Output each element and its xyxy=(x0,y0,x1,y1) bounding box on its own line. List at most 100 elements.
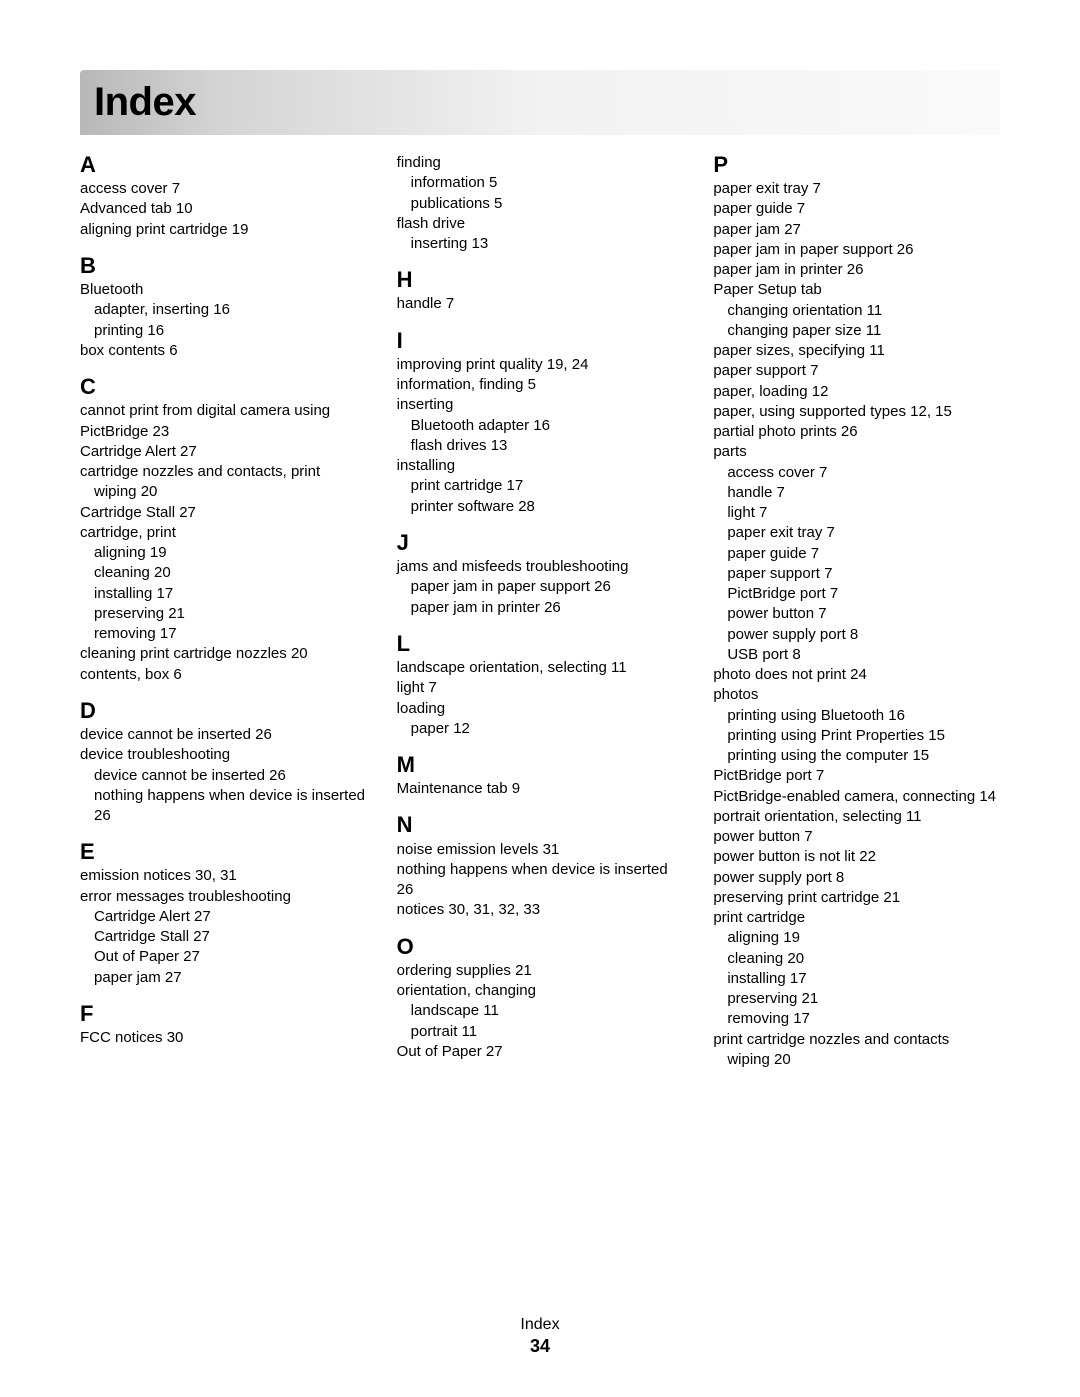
index-entry: printing 16 xyxy=(80,321,367,341)
index-entry: Cartridge Stall 27 xyxy=(80,927,367,947)
index-column: findinginformation 5publications 5flash … xyxy=(397,153,684,1084)
title-bar: Index xyxy=(80,70,1000,135)
index-entry: paper exit tray 7 xyxy=(713,523,1000,543)
index-entry: USB port 8 xyxy=(713,645,1000,665)
index-entry: print cartridge 17 xyxy=(397,476,684,496)
index-entry: cannot print from digital camera using P… xyxy=(80,401,367,442)
index-entry: paper support 7 xyxy=(713,361,1000,381)
index-entry: cartridge, print xyxy=(80,523,367,543)
index-entry: cleaning print cartridge nozzles 20 xyxy=(80,644,367,664)
index-entry: removing 17 xyxy=(80,624,367,644)
index-entry: paper jam in paper support 26 xyxy=(713,240,1000,260)
index-entry: device cannot be inserted 26 xyxy=(80,766,367,786)
index-entry: PictBridge port 7 xyxy=(713,584,1000,604)
index-section: Iimproving print quality 19, 24informati… xyxy=(397,329,684,517)
index-entry: installing 17 xyxy=(713,969,1000,989)
index-letter: H xyxy=(397,268,684,292)
index-entry: loading xyxy=(397,699,684,719)
index-entry: portrait orientation, selecting 11 xyxy=(713,807,1000,827)
index-entry: flash drives 13 xyxy=(397,436,684,456)
index-section: Aaccess cover 7Advanced tab 10aligning p… xyxy=(80,153,367,240)
index-letter: M xyxy=(397,753,684,777)
index-entry: Out of Paper 27 xyxy=(397,1042,684,1062)
index-entry: power button 7 xyxy=(713,827,1000,847)
index-entry: nothing happens when device is inserted … xyxy=(397,860,684,901)
index-section: findinginformation 5publications 5flash … xyxy=(397,153,684,254)
index-entry: paper, using supported types 12, 15 xyxy=(713,402,1000,422)
index-entry: Out of Paper 27 xyxy=(80,947,367,967)
index-entry: paper jam in printer 26 xyxy=(397,598,684,618)
index-entry: Cartridge Stall 27 xyxy=(80,503,367,523)
index-entry: notices 30, 31, 32, 33 xyxy=(397,900,684,920)
index-entry: power button is not lit 22 xyxy=(713,847,1000,867)
index-letter: A xyxy=(80,153,367,177)
index-letter: I xyxy=(397,329,684,353)
index-section: Ccannot print from digital camera using … xyxy=(80,375,367,685)
index-entry: flash drive xyxy=(397,214,684,234)
index-letter: L xyxy=(397,632,684,656)
index-entry: contents, box 6 xyxy=(80,665,367,685)
index-letter: J xyxy=(397,531,684,555)
index-entry: photos xyxy=(713,685,1000,705)
index-entry: PictBridge port 7 xyxy=(713,766,1000,786)
index-entry: aligning 19 xyxy=(713,928,1000,948)
index-entry: Maintenance tab 9 xyxy=(397,779,684,799)
index-section: FFCC notices 30 xyxy=(80,1002,367,1048)
index-entry: landscape orientation, selecting 11 xyxy=(397,658,684,678)
index-column: Aaccess cover 7Advanced tab 10aligning p… xyxy=(80,153,367,1084)
index-entry: power supply port 8 xyxy=(713,868,1000,888)
index-entry: orientation, changing xyxy=(397,981,684,1001)
index-letter: O xyxy=(397,935,684,959)
index-entry: print cartridge nozzles and contacts xyxy=(713,1030,1000,1050)
index-entry: jams and misfeeds troubleshooting xyxy=(397,557,684,577)
index-entry: power supply port 8 xyxy=(713,625,1000,645)
index-entry: information, finding 5 xyxy=(397,375,684,395)
index-entry: inserting xyxy=(397,395,684,415)
index-section: MMaintenance tab 9 xyxy=(397,753,684,799)
index-entry: handle 7 xyxy=(397,294,684,314)
index-section: Nnoise emission levels 31nothing happens… xyxy=(397,813,684,920)
index-entry: photo does not print 24 xyxy=(713,665,1000,685)
index-section: Llandscape orientation, selecting 11ligh… xyxy=(397,632,684,739)
index-section: Ddevice cannot be inserted 26device trou… xyxy=(80,699,367,826)
index-entry: landscape 11 xyxy=(397,1001,684,1021)
index-entry: printing using Print Properties 15 xyxy=(713,726,1000,746)
page-title: Index xyxy=(94,80,986,125)
index-entry: partial photo prints 26 xyxy=(713,422,1000,442)
index-section: Jjams and misfeeds troubleshooting paper … xyxy=(397,531,684,618)
index-entry: wiping 20 xyxy=(80,482,367,502)
index-letter: F xyxy=(80,1002,367,1026)
index-entry: printing using the computer 15 xyxy=(713,746,1000,766)
index-entry: Bluetooth adapter 16 xyxy=(397,416,684,436)
index-entry: Bluetooth xyxy=(80,280,367,300)
index-entry: paper jam 27 xyxy=(713,220,1000,240)
index-entry: cleaning 20 xyxy=(713,949,1000,969)
index-entry: paper jam 27 xyxy=(80,968,367,988)
index-entry: adapter, inserting 16 xyxy=(80,300,367,320)
index-entry: box contents 6 xyxy=(80,341,367,361)
index-entry: paper support 7 xyxy=(713,564,1000,584)
index-entry: paper 12 xyxy=(397,719,684,739)
index-entry: changing paper size 11 xyxy=(713,321,1000,341)
index-entry: PictBridge-enabled camera, connecting 14 xyxy=(713,787,1000,807)
index-entry: preserving print cartridge 21 xyxy=(713,888,1000,908)
index-entry: paper sizes, specifying 11 xyxy=(713,341,1000,361)
index-entry: finding xyxy=(397,153,684,173)
index-entry: Cartridge Alert 27 xyxy=(80,442,367,462)
index-entry: installing 17 xyxy=(80,584,367,604)
index-entry: light 7 xyxy=(397,678,684,698)
index-section: Ppaper exit tray 7paper guide 7paper jam… xyxy=(713,153,1000,1070)
index-entry: parts xyxy=(713,442,1000,462)
index-entry: handle 7 xyxy=(713,483,1000,503)
page-footer: Index 34 xyxy=(0,1316,1080,1357)
index-section: BBluetoothadapter, inserting 16printing … xyxy=(80,254,367,361)
index-entry: publications 5 xyxy=(397,194,684,214)
footer-label: Index xyxy=(0,1316,1080,1334)
index-entry: Cartridge Alert 27 xyxy=(80,907,367,927)
index-entry: print cartridge xyxy=(713,908,1000,928)
index-entry: paper guide 7 xyxy=(713,199,1000,219)
index-entry: ordering supplies 21 xyxy=(397,961,684,981)
index-entry: printer software 28 xyxy=(397,497,684,517)
index-entry: aligning 19 xyxy=(80,543,367,563)
index-entry: access cover 7 xyxy=(80,179,367,199)
